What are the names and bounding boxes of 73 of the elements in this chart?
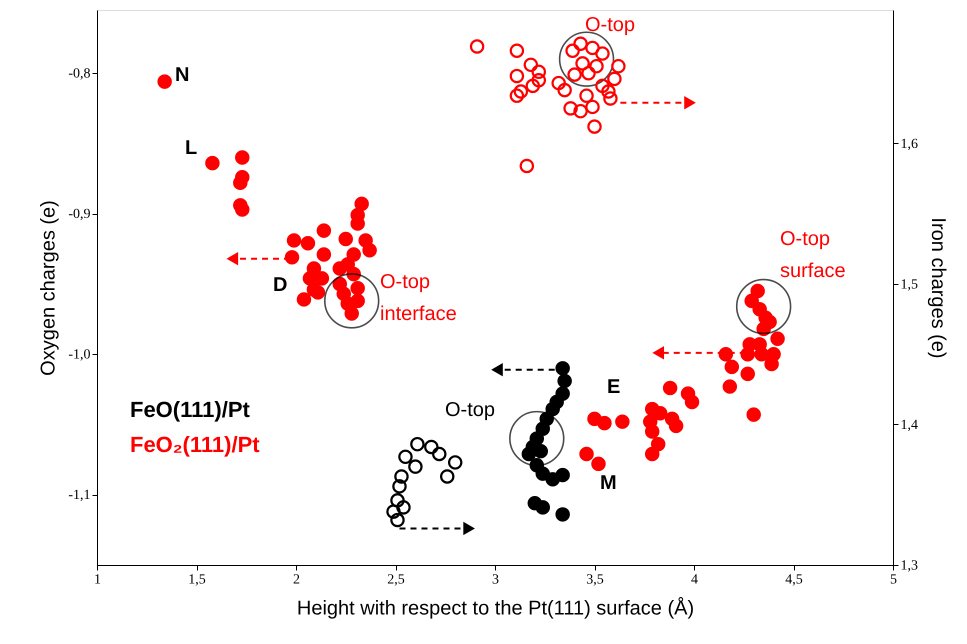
point [585,100,600,114]
y-tick-label: -0,9 [68,207,90,222]
annotation: L [185,137,198,159]
annotation: E [607,376,620,398]
annotation: O-top [585,14,636,36]
point [526,78,540,94]
y-tick-label: -0,8 [68,66,90,82]
y-tick-label: -1,0 [68,348,90,363]
annotation: O-top [445,399,496,421]
point [390,512,405,528]
x-tick-label: 1,5 [188,572,206,588]
point [510,88,524,103]
point [524,58,538,72]
point [573,104,588,118]
x-tick-label: 3 [492,572,499,588]
x-axis-title: Height with respect to the Pt(111) surface (Å) [296,596,694,620]
annotation: O-top surface [780,228,846,282]
annotation: O-top interface [380,271,457,325]
point [408,459,423,474]
point [551,76,566,90]
point [595,46,610,61]
point [390,493,405,508]
text: FeO₂(111)/Pt [130,432,260,457]
y2-axis-title: Iron charges (e) [927,217,949,359]
point [601,84,616,99]
point [611,58,626,74]
point [589,58,604,74]
x-tick-label: 1 [94,572,101,588]
point [448,455,462,470]
x-tick-label: 4 [691,572,698,588]
point [532,64,546,80]
point [440,469,454,484]
point [573,36,588,51]
point [532,73,546,88]
x-tick-label: 2,5 [387,572,405,588]
y2-tick-label: 1,5 [900,277,918,292]
annotation: N [175,64,190,86]
y2-tick-label: 1,3 [900,558,918,574]
annotation: M [600,472,617,494]
point [567,67,582,82]
point [424,440,439,454]
point [581,66,596,80]
y2-tick-label: 1,4 [900,418,918,433]
point [607,72,622,86]
point [595,78,610,94]
point [585,40,600,56]
point [392,479,407,494]
y-tick-label: -1,1 [68,488,90,504]
point [514,84,528,99]
point [510,44,524,58]
x-tick-label: 2 [293,572,300,588]
point [565,44,580,58]
y-axis-title: Oxygen charges (e) [37,200,60,376]
point [520,158,534,174]
point [410,436,425,452]
point [432,446,447,462]
point [557,82,572,98]
point [398,450,413,464]
point [394,469,409,484]
x-tick-label: 3,5 [586,572,604,588]
point [587,119,602,134]
x-tick-label: 5 [890,572,897,588]
point [563,101,578,116]
text: FeO(111)/Pt [130,397,251,422]
point [579,88,594,103]
point [603,91,618,106]
annotation: D [273,274,288,296]
point [386,504,401,519]
y2-tick-label: 1,6 [900,136,918,152]
point [396,500,411,515]
x-tick-label: 4,5 [785,572,803,588]
point [510,68,524,84]
point [470,39,484,54]
